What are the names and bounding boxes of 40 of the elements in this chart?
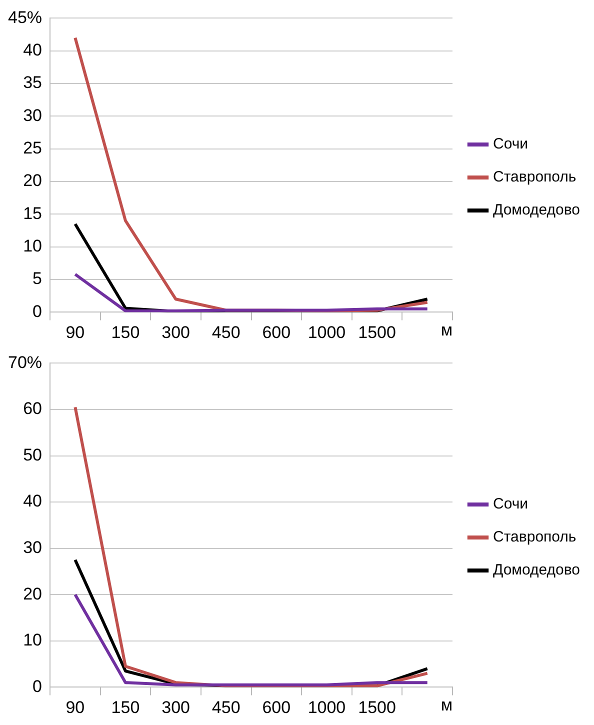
legend-label: Домодедово [493,202,580,219]
y-tick-label: 20 [23,171,42,190]
y-tick-label: 0 [32,302,42,321]
y-tick-label: 25 [23,138,42,158]
y-tick-label: 40 [23,40,42,60]
y-tick-label: 20 [23,584,42,604]
legend-label: Сочи [493,496,528,513]
y-tick-label: 10 [23,236,42,256]
legend-label: Сочи [493,136,528,153]
x-tick-label: 600 [262,698,291,718]
y-tick-label: 70% [8,352,42,372]
x-tick-label: 1500 [358,698,396,718]
x-tick-label: 150 [111,698,140,718]
legend-label: Ставрополь [493,528,576,546]
x-axis-title: м [440,320,453,340]
x-tick-label: 1000 [308,323,346,342]
y-tick-label: 15 [23,204,42,223]
x-tick-label: 90 [66,698,85,718]
y-tick-label: 30 [23,106,42,125]
x-tick-label: 450 [212,323,240,342]
legend-label: Ставрополь [493,168,576,186]
y-tick-label: 40 [23,492,42,511]
x-tick-label: 300 [162,323,190,342]
y-tick-label: 10 [23,630,42,650]
x-tick-label: 1000 [308,698,346,718]
y-tick-label: 60 [23,399,42,418]
y-tick-label: 0 [32,676,42,696]
y-tick-label: 35 [23,73,42,92]
y-tick-label: 30 [23,538,42,558]
legend-label: Домодедово [493,562,580,579]
x-tick-label: 600 [262,323,291,342]
x-tick-label: 150 [111,323,140,342]
x-tick-label: 450 [212,698,240,718]
x-tick-label: 1500 [358,323,396,342]
y-tick-label: 50 [23,445,42,464]
x-axis-title: м [440,695,453,714]
y-tick-label: 5 [32,269,42,288]
y-tick-label: 45% [8,8,42,27]
x-tick-label: 90 [66,323,85,342]
x-tick-label: 300 [162,698,190,718]
